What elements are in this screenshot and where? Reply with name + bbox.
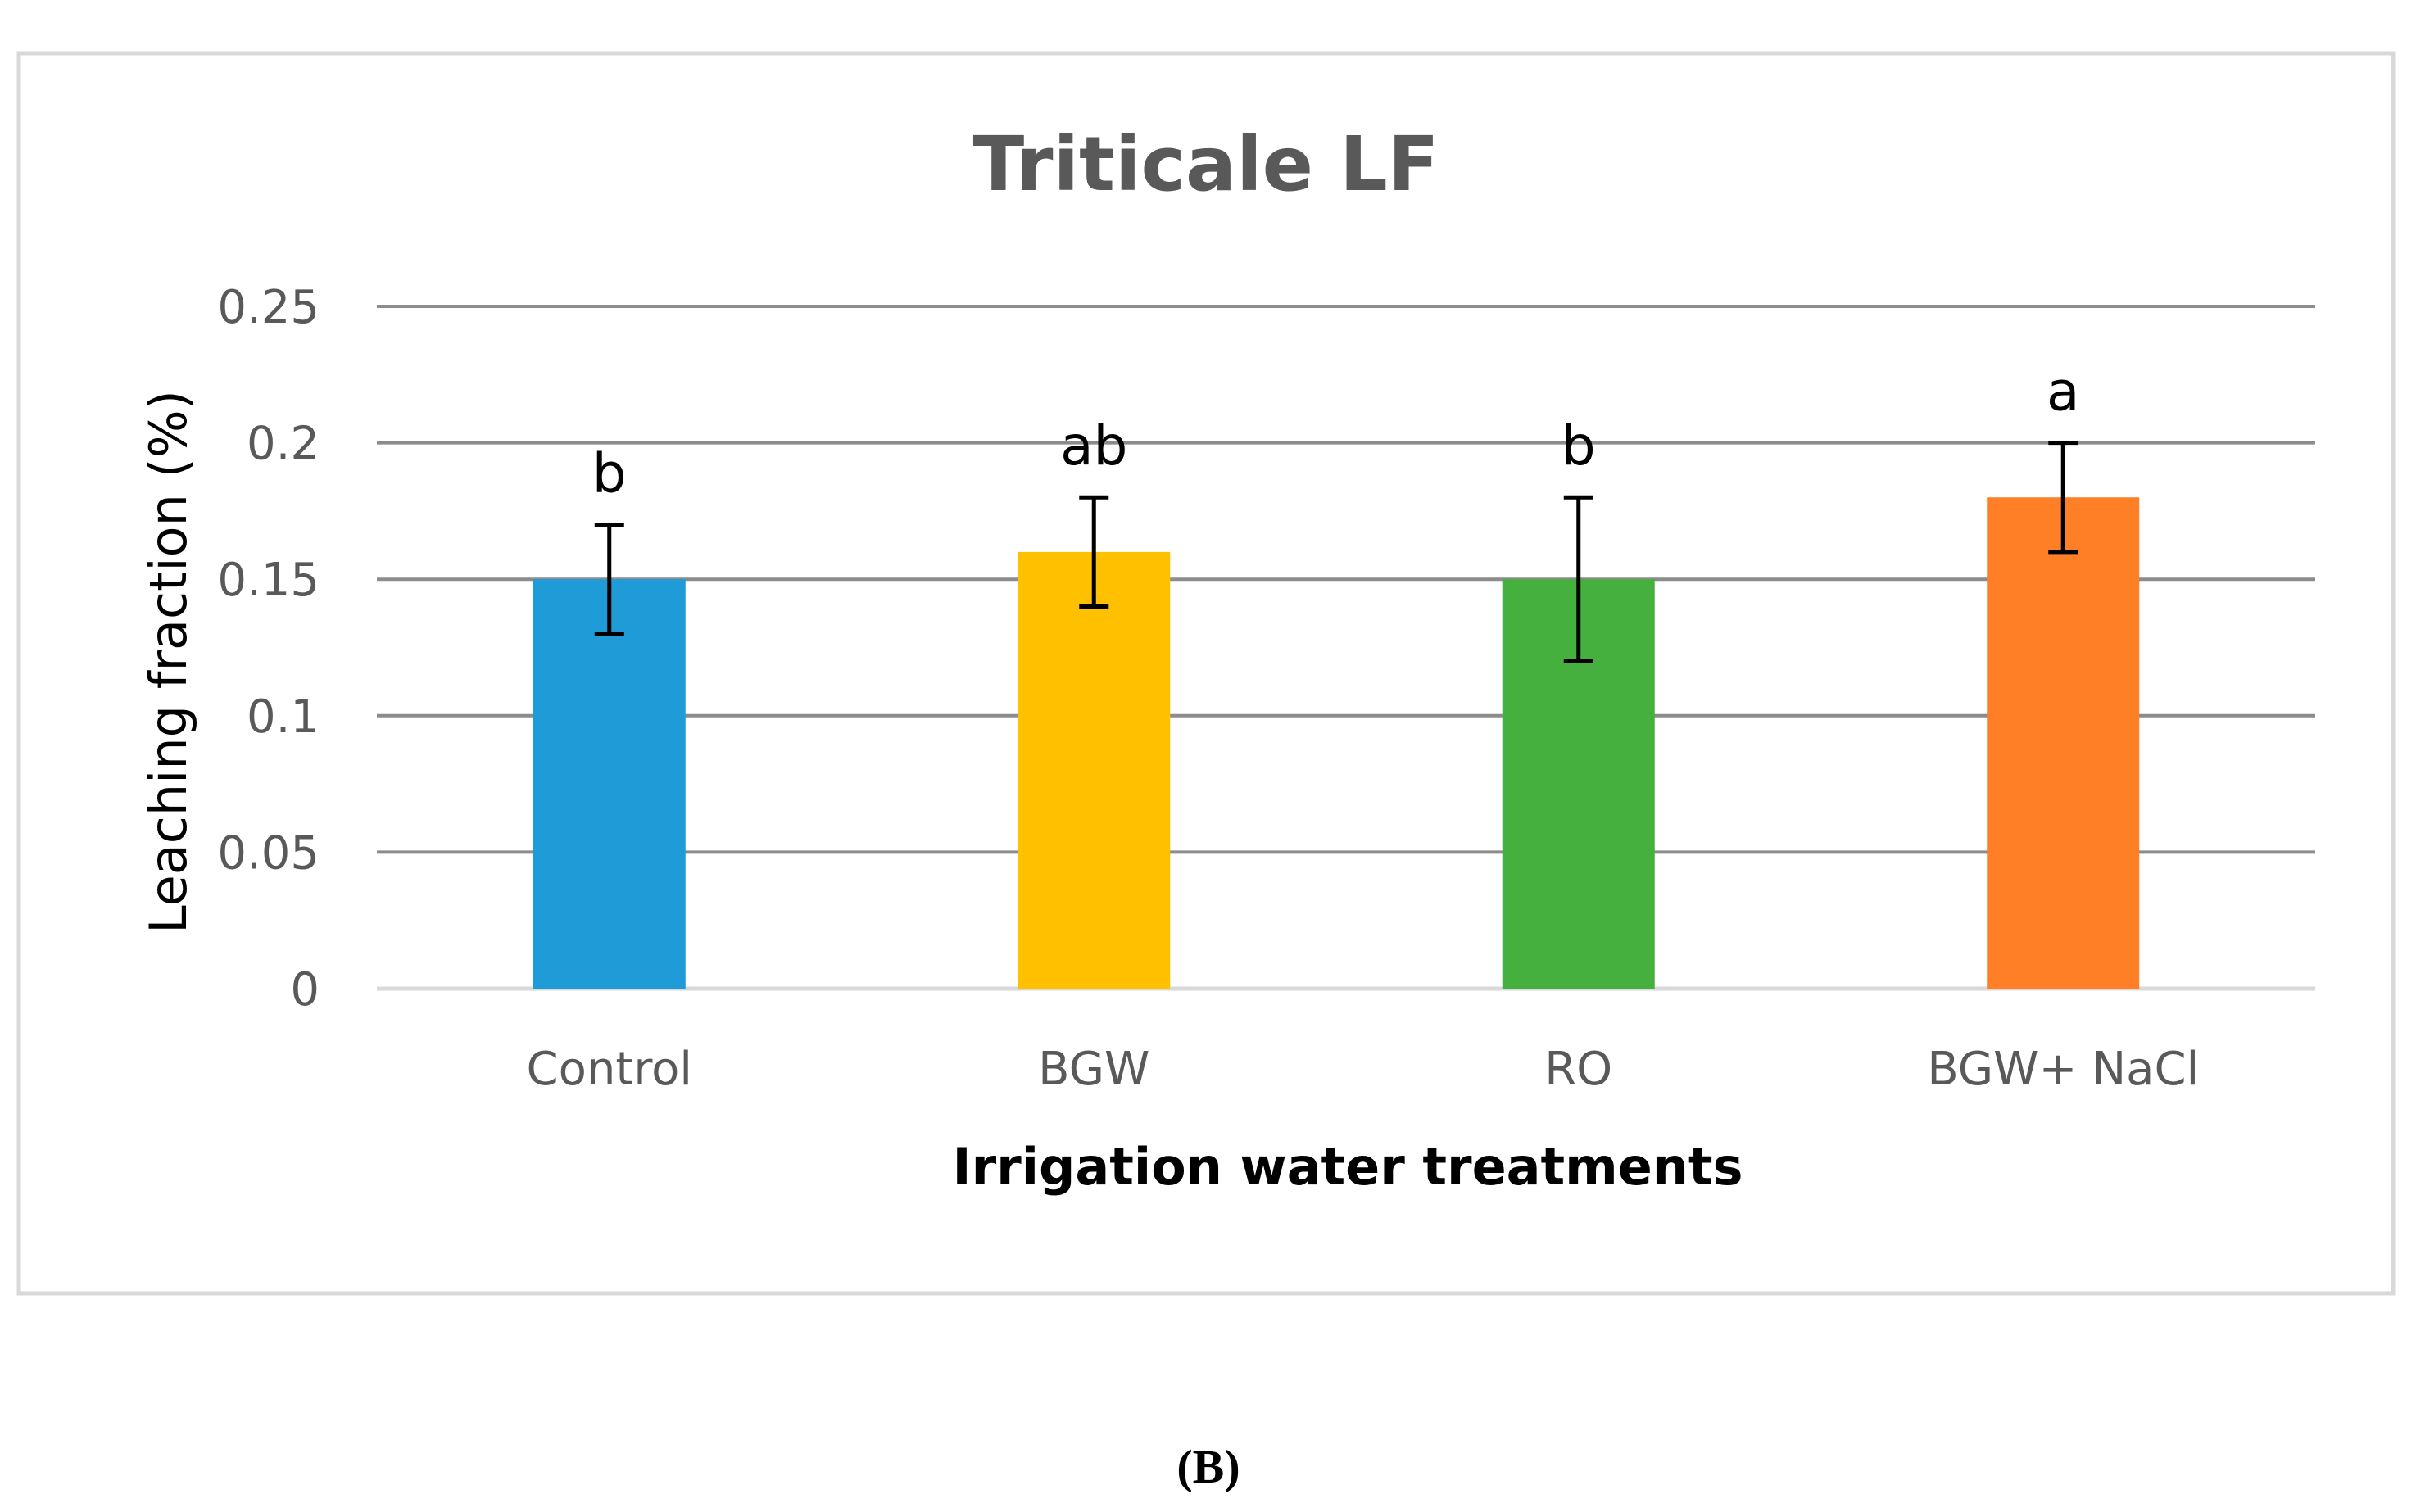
significance-labels: b ab b a [592,360,2080,505]
bars [533,497,2140,989]
x-tick-label: BGW [1038,1043,1149,1096]
y-tick-label: 0.2 [247,418,320,471]
y-axis-ticks: 0 0.05 0.1 0.15 0.2 0.25 [217,281,320,1016]
x-tick-label: Control [527,1043,692,1096]
error-bars [594,441,2078,663]
significance-label: b [1562,414,1596,478]
error-bar [1079,495,1109,609]
bar-control [533,579,686,989]
y-tick-label: 0.25 [217,281,320,334]
x-tick-label: BGW+ NaCl [1927,1043,2199,1096]
y-tick-label: 0.15 [217,554,320,607]
error-bar [1563,495,1593,663]
error-bar [594,523,624,636]
bar-bgw-nacl [1987,497,2140,989]
x-tick-label: RO [1544,1043,1612,1096]
y-axis-title: Leaching fraction (%) [138,390,198,934]
y-tick-label: 0.05 [217,826,320,880]
bar-bgw [1018,551,1171,989]
error-bar [2048,441,2078,555]
significance-label: b [592,442,627,505]
y-tick-label: 0 [290,963,320,1016]
significance-label: ab [1060,414,1127,478]
y-tick-label: 0.1 [247,690,320,744]
figure-caption: (B) [1176,1440,1240,1493]
chart-title: Triticale LF [972,120,1439,208]
x-axis-title: Irrigation water treatments [953,1137,1743,1197]
significance-label: a [2047,360,2079,423]
x-axis-ticks: Control BGW RO BGW+ NaCl [527,1043,2200,1096]
